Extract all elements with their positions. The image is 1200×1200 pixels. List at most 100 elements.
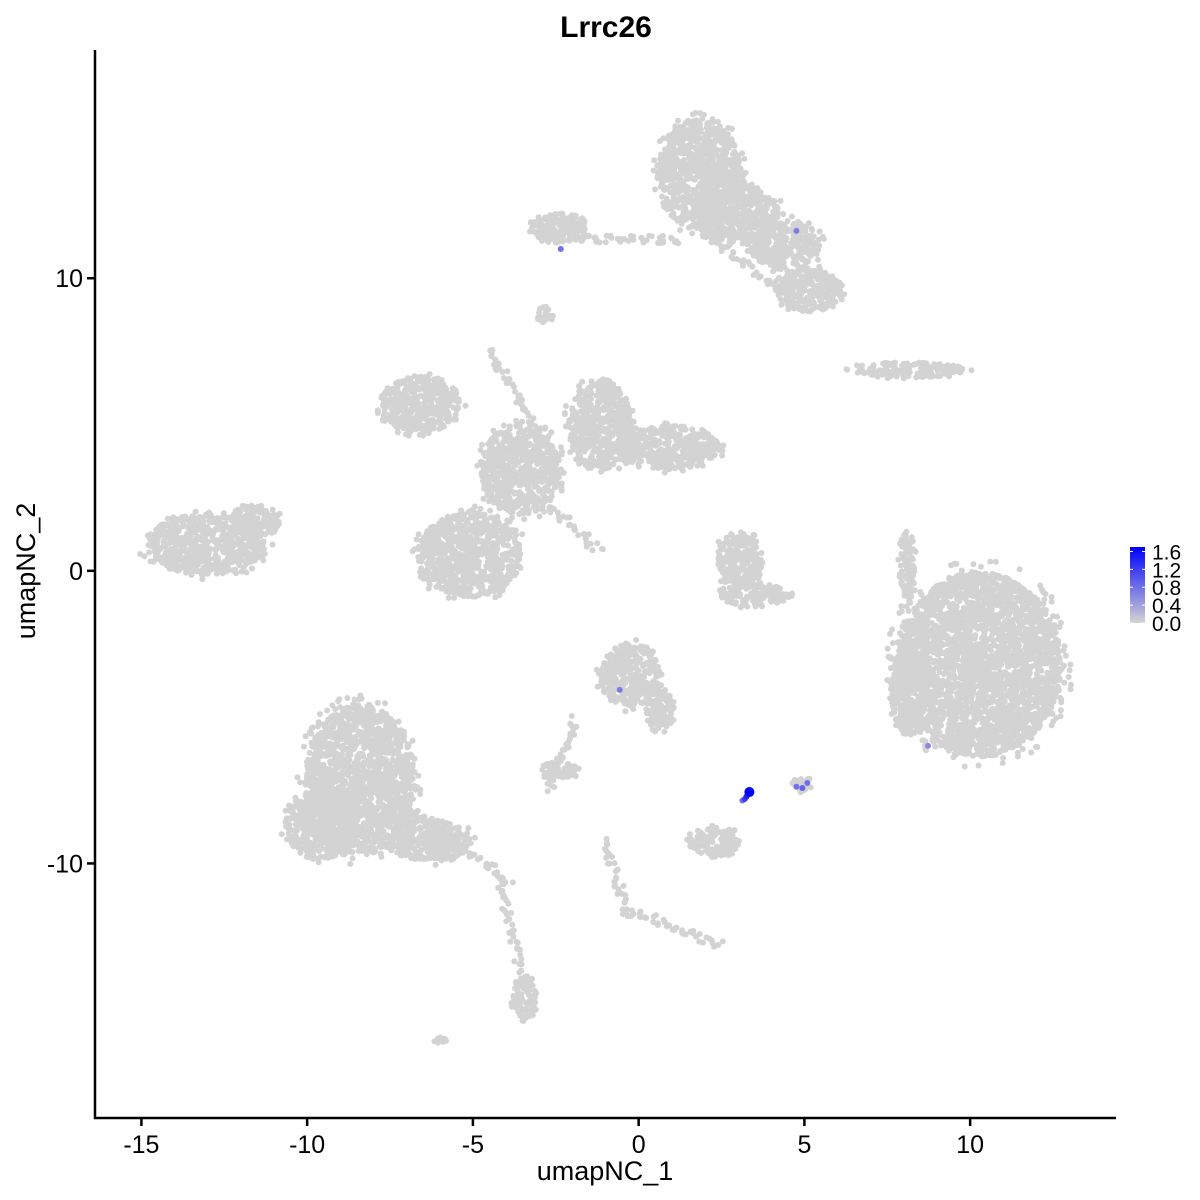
- cell-point: [220, 549, 227, 556]
- cell-point: [613, 456, 620, 463]
- cell-point: [679, 123, 686, 130]
- cell-point: [415, 531, 422, 538]
- cell-point: [534, 461, 541, 468]
- cell-point: [467, 566, 474, 573]
- cell-point: [567, 225, 574, 232]
- cell-point: [699, 462, 706, 469]
- cell-point: [467, 533, 474, 540]
- cell-point: [679, 194, 686, 201]
- cell-point: [435, 375, 441, 382]
- cell-point: [485, 498, 492, 505]
- cell-point: [679, 467, 686, 474]
- cell-point: [258, 545, 265, 552]
- cell-point: [430, 425, 437, 432]
- cell-point: [681, 130, 688, 137]
- cell-point: [488, 465, 495, 472]
- cell-point: [540, 467, 547, 473]
- cell-point: [616, 406, 622, 413]
- cell-point: [505, 542, 512, 549]
- cell-point: [241, 534, 248, 541]
- cell-point: [684, 184, 691, 191]
- cell-point: [613, 387, 620, 394]
- cell-point: [582, 398, 589, 405]
- cell-point: [615, 417, 622, 424]
- cell-point: [473, 574, 480, 581]
- cell-point: [545, 238, 552, 245]
- cell-point: [552, 211, 559, 218]
- cell-point: [516, 500, 523, 507]
- cell-point: [490, 427, 497, 434]
- cell-point: [471, 503, 478, 510]
- cell-point: [164, 522, 171, 529]
- cell-point: [147, 558, 154, 565]
- cell-point: [732, 157, 739, 164]
- cell-point: [445, 521, 452, 528]
- cell-point: [654, 464, 661, 471]
- cell-point: [517, 428, 524, 435]
- cell-point: [717, 137, 724, 144]
- cell-point: [479, 472, 486, 479]
- cell-point: [799, 308, 806, 314]
- cell-point: [236, 529, 243, 535]
- cell-point: [393, 400, 400, 407]
- cell-point: [783, 292, 790, 299]
- cell-point: [202, 540, 209, 547]
- cell-point: [513, 472, 520, 479]
- cell-point: [252, 517, 259, 523]
- cell-point: [413, 536, 420, 543]
- cell-point: [460, 571, 467, 578]
- cell-point: [622, 415, 629, 422]
- cell-point: [176, 566, 183, 573]
- cell-point: [826, 286, 833, 293]
- cell-point: [500, 533, 507, 539]
- cell-point: [479, 441, 485, 448]
- cell-point: [439, 422, 446, 429]
- cell-point: [803, 294, 810, 301]
- cell-point: [739, 150, 746, 157]
- chart-title: Lrrc26: [560, 11, 652, 44]
- cell-point: [477, 545, 484, 552]
- cell-point: [785, 306, 792, 313]
- cell-point: [269, 506, 276, 513]
- cell-point: [572, 214, 579, 221]
- cell-point: [154, 533, 161, 540]
- cell-point: [420, 404, 427, 411]
- cell-point: [204, 570, 211, 577]
- cell-point: [516, 511, 523, 518]
- cell-point: [579, 215, 586, 222]
- cell-point: [500, 422, 507, 429]
- cell-point: [480, 495, 487, 502]
- cell-point: [654, 162, 661, 169]
- cell-point: [393, 392, 400, 399]
- cell-point: [426, 406, 433, 413]
- cell-point: [494, 557, 501, 564]
- cell-point: [576, 460, 583, 467]
- cell-point: [568, 431, 575, 438]
- cell-point: [228, 553, 235, 560]
- cell-point: [433, 583, 440, 590]
- cell-point: [590, 448, 597, 455]
- cell-point: [718, 158, 725, 165]
- cell-point: [685, 214, 691, 221]
- cell-point: [725, 124, 732, 131]
- cell-point: [572, 236, 579, 243]
- cell-point: [428, 536, 435, 543]
- cell-point: [431, 573, 438, 580]
- cell-point: [201, 554, 208, 561]
- cell-point: [576, 396, 583, 403]
- cell-point: [188, 572, 195, 578]
- cell-point: [181, 554, 188, 561]
- cell-point: [183, 515, 190, 522]
- cell-point: [538, 225, 545, 231]
- cell-point: [449, 552, 456, 559]
- cell-point: [640, 442, 647, 449]
- cell-point: [527, 219, 534, 226]
- cell-point: [566, 237, 573, 244]
- cell-point: [146, 549, 152, 556]
- cell-point: [519, 492, 526, 499]
- cell-point: [477, 505, 484, 512]
- cell-point: [229, 514, 236, 521]
- cell-point: [524, 477, 531, 484]
- cell-point: [453, 559, 460, 565]
